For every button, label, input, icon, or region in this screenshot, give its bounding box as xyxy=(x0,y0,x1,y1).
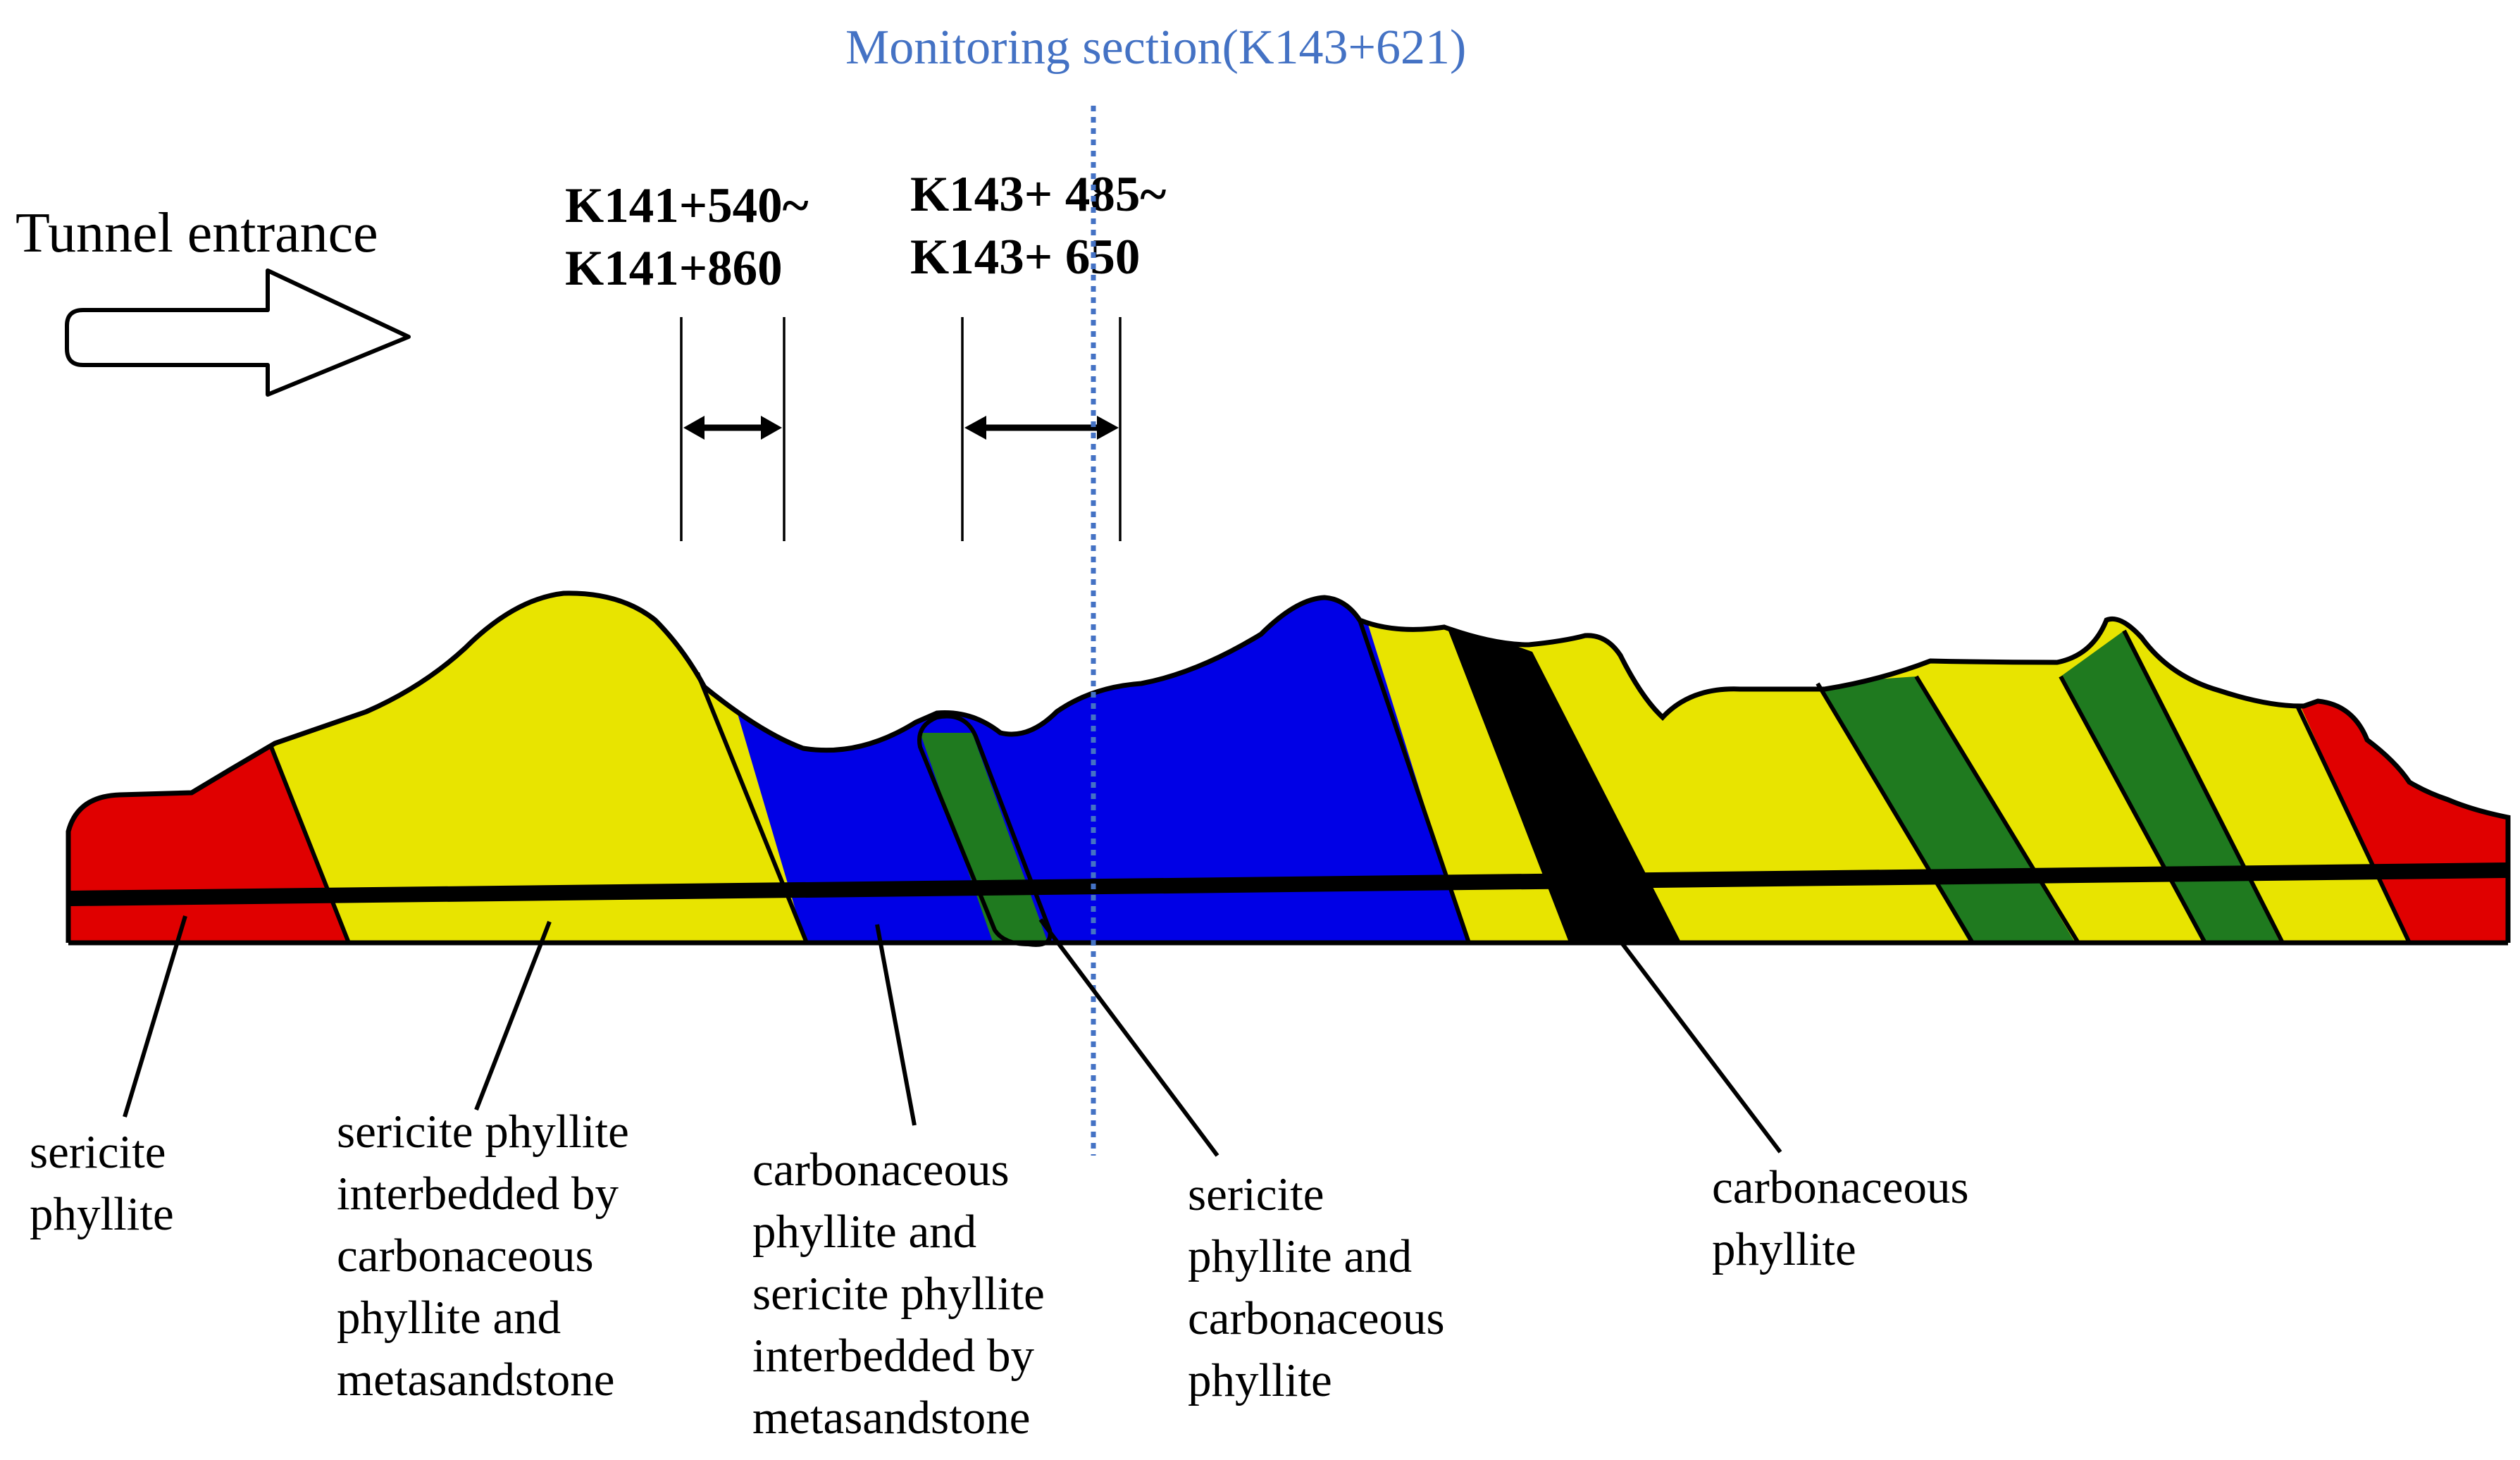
chainage-marker-2 xyxy=(961,317,1122,541)
leader-lines xyxy=(123,915,1782,1157)
svg-text:carbonaceous: carbonaceous xyxy=(337,1230,594,1282)
legend-label-1: sericite phyllite xyxy=(30,1126,174,1240)
chainage-1-line1: K141+540~ xyxy=(565,178,809,233)
svg-text:sericite phyllite: sericite phyllite xyxy=(752,1268,1045,1320)
svg-text:metasandstone: metasandstone xyxy=(337,1354,614,1406)
legend-label-2: sericite phyllite interbedded by carbona… xyxy=(337,1106,629,1406)
svg-text:metasandstone: metasandstone xyxy=(752,1392,1030,1444)
svg-text:sericite: sericite xyxy=(30,1126,166,1178)
tunnel-entrance-label: Tunnel entrance xyxy=(15,202,378,264)
svg-text:phyllite: phyllite xyxy=(1712,1223,1856,1275)
tunnel-axis-line xyxy=(70,862,2509,906)
geological-section xyxy=(68,593,2508,943)
chainage-1-line2: K141+860 xyxy=(565,241,783,296)
svg-text:phyllite and: phyllite and xyxy=(1188,1230,1412,1282)
chainage-2-line1: K143+ 485~ xyxy=(910,167,1166,222)
legend-label-5: carbonaceous phyllite xyxy=(1712,1161,1969,1275)
legend-label-3: carbonaceous phyllite and sericite phyll… xyxy=(752,1144,1045,1444)
svg-text:carbonaceous: carbonaceous xyxy=(752,1144,1010,1196)
svg-text:sericite phyllite: sericite phyllite xyxy=(337,1106,629,1158)
svg-text:phyllite: phyllite xyxy=(1188,1354,1332,1406)
svg-text:phyllite and: phyllite and xyxy=(337,1292,561,1344)
monitoring-section-label: Monitoring section(K143+621) xyxy=(845,20,1466,75)
svg-text:phyllite and: phyllite and xyxy=(752,1206,976,1258)
svg-text:interbedded by: interbedded by xyxy=(337,1168,619,1220)
legend-label-4: sericite phyllite and carbonaceous phyll… xyxy=(1188,1168,1445,1406)
svg-text:carbonaceous: carbonaceous xyxy=(1712,1161,1969,1213)
tunnel-entrance-arrow xyxy=(65,268,411,397)
chainage-2-line2: K143+ 650 xyxy=(910,230,1140,285)
chainage-marker-1 xyxy=(680,317,786,541)
terrain-outline xyxy=(66,590,2511,943)
svg-text:interbedded by: interbedded by xyxy=(752,1330,1035,1382)
svg-text:sericite: sericite xyxy=(1188,1168,1324,1220)
svg-text:phyllite: phyllite xyxy=(30,1188,174,1240)
black-band xyxy=(1444,620,1684,943)
svg-text:carbonaceous: carbonaceous xyxy=(1188,1292,1445,1344)
